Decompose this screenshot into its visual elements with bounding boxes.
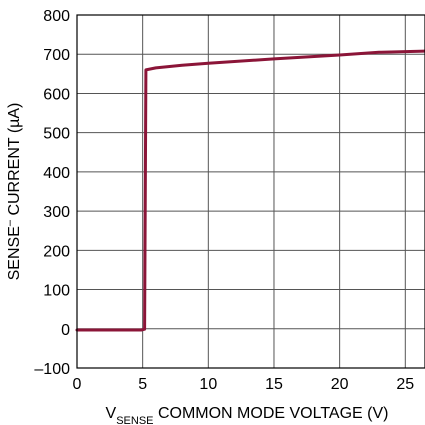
grid [76,14,425,369]
y-tick-label: –100 [34,361,70,378]
y-axis-title-rest: CURRENT (µA) [6,103,23,220]
y-tick-label: 700 [43,47,70,64]
x-axis-title-subscript: SENSE [116,415,153,425]
y-tick-label: 400 [43,165,70,182]
y-tick-label: 100 [43,283,70,300]
x-tick-label: 15 [265,376,283,393]
y-tick-label: 800 [43,8,70,25]
y-tick-label: 200 [43,243,70,260]
plot-frame [76,14,425,369]
y-axis-title-superscript: – [4,219,16,226]
series-line [75,49,425,332]
x-tick-label: 20 [331,376,349,393]
x-tick-labels: 0 5 10 15 20 25 [73,376,415,393]
x-axis-title-rest: COMMON MODE VOLTAGE (V) [154,405,389,422]
x-tick-label: 25 [396,376,414,393]
series-layer [75,49,425,332]
x-axis-title-main: V [106,405,117,422]
y-tick-label: 500 [43,126,70,143]
y-axis-title-main: SENSE [6,226,23,280]
y-tick-label: 600 [43,86,70,103]
x-axis-title: VSENSE COMMON MODE VOLTAGE (V) [106,405,389,425]
x-tick-label: 5 [138,376,147,393]
y-axis-title: SENSE– CURRENT (µA) [4,103,23,281]
x-tick-label: 10 [199,376,217,393]
x-tick-label: 0 [73,376,82,393]
y-tick-label: 0 [61,322,70,339]
y-tick-labels: –100 0 100 200 300 400 500 600 700 800 [34,8,70,378]
y-tick-label: 300 [43,204,70,221]
